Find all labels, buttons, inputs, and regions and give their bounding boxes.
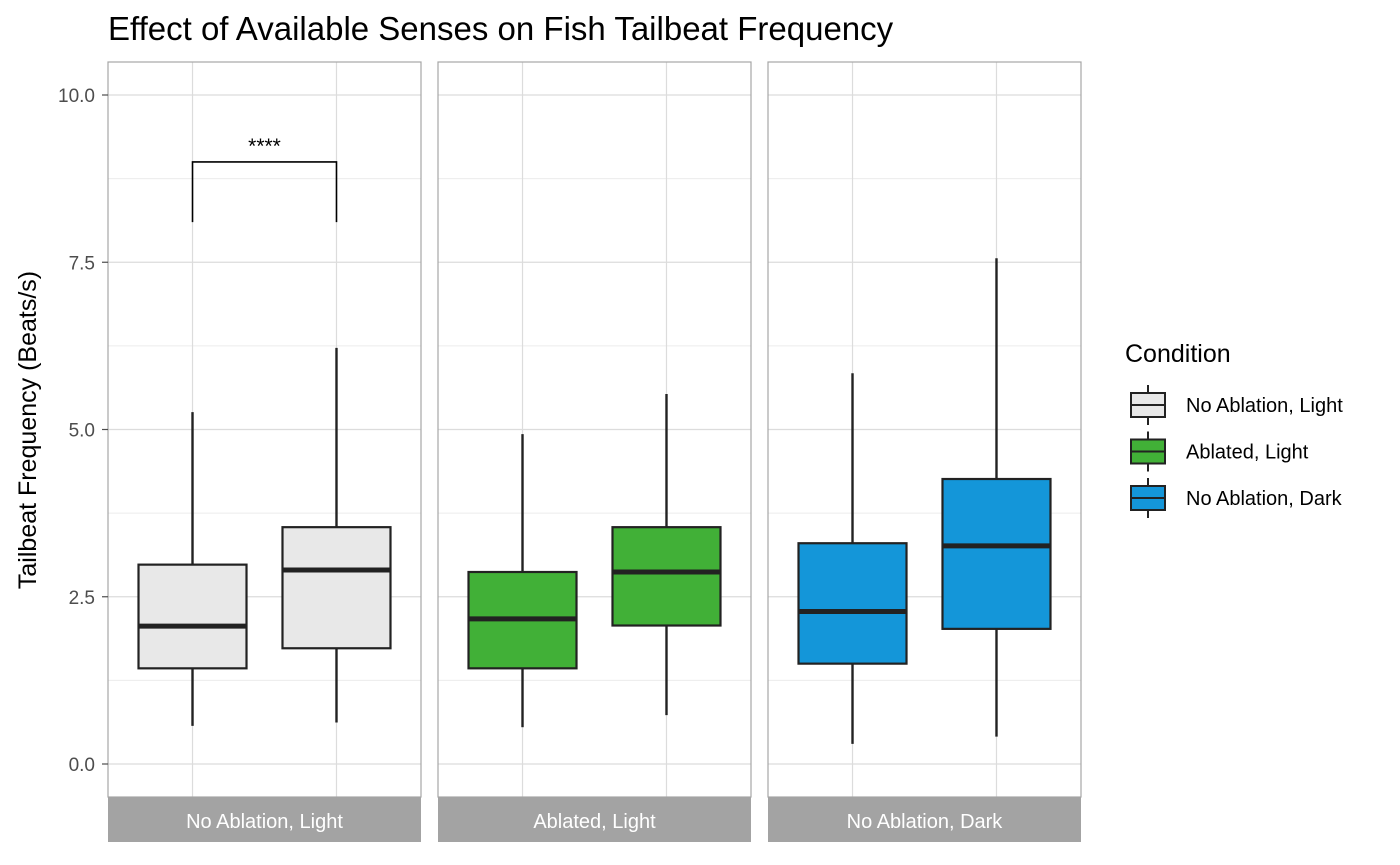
y-axis-ticks: 0.0 2.5 5.0 7.5 10.0 (58, 86, 108, 776)
significance-bracket: **** (191, 135, 338, 223)
box (467, 434, 578, 728)
strip-label: No Ablation, Light (186, 811, 343, 833)
legend-entry: No Ablation, Dark (1130, 478, 1343, 518)
box-body (797, 542, 908, 665)
bracket-line (191, 161, 338, 223)
significance-label: **** (248, 135, 281, 158)
box (941, 258, 1052, 737)
y-tick-label: 7.5 (69, 253, 95, 274)
strip-background (768, 797, 1081, 842)
box-body (137, 563, 248, 670)
y-tick-label: 5.0 (69, 421, 95, 442)
y-tick-label: 10.0 (58, 86, 95, 107)
legend-entry: No Ablation, Light (1130, 385, 1343, 425)
y-axis-label: Tailbeat Frequency (Beats/s) (14, 271, 42, 589)
strip-background (108, 797, 421, 842)
box (611, 394, 722, 716)
facet-panels: **** No Ablation, Light Ablated, Light No A… (107, 61, 1082, 842)
legend: Condition No Ablation, Light Ablated, Lig… (1125, 340, 1343, 518)
box (797, 373, 908, 744)
facet-panel: Ablated, Light (437, 61, 752, 842)
strip-background (438, 797, 751, 842)
legend-label: No Ablation, Dark (1186, 488, 1343, 510)
box-body (281, 526, 392, 650)
legend-label: Ablated, Light (1186, 442, 1309, 464)
strip-label: No Ablation, Dark (847, 811, 1004, 833)
facet-panel: No Ablation, Dark (767, 61, 1082, 842)
box-body (941, 477, 1052, 630)
box (281, 347, 392, 723)
strip-label: Ablated, Light (533, 811, 656, 833)
legend-label: No Ablation, Light (1186, 395, 1343, 417)
facet-panel: **** No Ablation, Light (107, 61, 422, 842)
box (137, 412, 248, 726)
y-tick-label: 2.5 (69, 588, 95, 609)
y-tick-label: 0.0 (69, 755, 95, 776)
chart-title: Effect of Available Senses on Fish Tailb… (108, 10, 894, 47)
legend-title: Condition (1125, 340, 1231, 368)
box-body (611, 526, 722, 627)
legend-entry: Ablated, Light (1130, 431, 1309, 472)
